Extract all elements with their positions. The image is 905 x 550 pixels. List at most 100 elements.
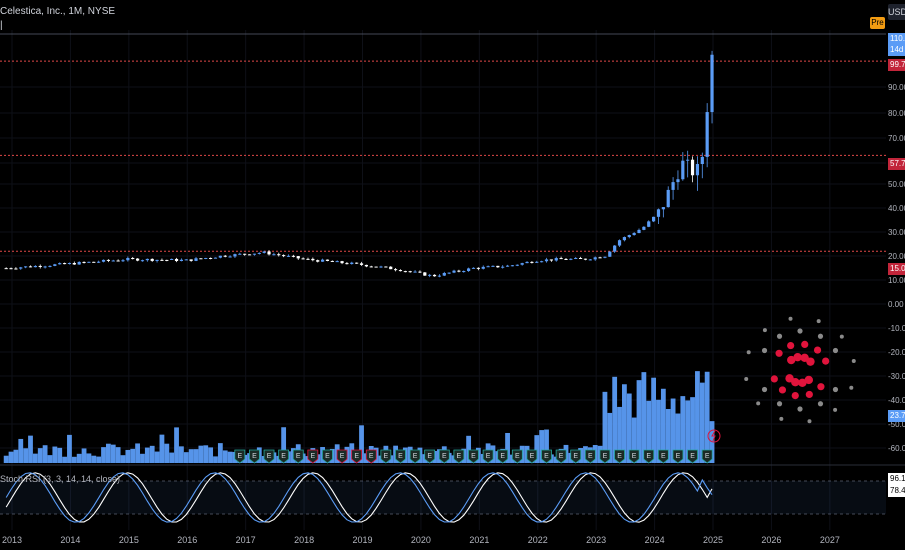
candle-body [174,258,179,262]
earnings-marker-label: E [325,453,330,460]
candle-body [452,270,456,273]
premarket-badge: Pre [870,17,885,29]
candle-body [145,258,149,261]
earnings-marker: E [526,449,538,464]
volume-bar [612,376,618,463]
candle-body [252,253,257,255]
earnings-marker-label: E [252,453,257,460]
candle-body [486,266,490,268]
candle-body [428,274,432,276]
logo-dot [787,341,795,350]
volume-bar [125,449,131,463]
candle-body [24,266,28,268]
candle-body [559,258,563,260]
candle-body [355,262,359,264]
candle-body [510,265,515,267]
volume-bar [193,449,199,463]
earnings-marker-label: E [690,453,695,460]
earnings-marker-label: E [471,453,476,460]
logo-dot [756,401,761,406]
earnings-marker: E [628,449,640,464]
candle-body [325,259,330,261]
volume-bar [626,393,632,463]
candle-body [394,269,398,271]
volume-bar [105,443,111,463]
stoch-rsi-legend: Stoch RSI (3, 3, 14, 14, close) [0,474,121,484]
logo-dot [816,319,821,324]
earnings-marker-label: E [617,453,622,460]
volume-bar [695,371,700,463]
y-tick-label: -10.00 [888,324,905,333]
candle-body [578,257,583,259]
logo-dot [761,347,768,354]
y-tick-label: -60.00 [888,444,905,453]
candle-body [384,266,388,268]
earnings-marker-shape [263,449,275,464]
earnings-marker: E [482,449,494,464]
volume-bar [281,427,287,463]
candle-body [681,160,685,180]
candle-body [48,265,52,267]
earnings-marker: E [599,449,611,464]
price-tag: 96.1 [888,473,905,485]
y-tick-label: -20.00 [888,348,905,357]
candle-body [150,258,154,261]
earnings-marker-label: E [661,453,666,460]
earnings-marker: E [541,449,552,464]
candle-body [262,251,266,253]
logo-dot [806,357,815,366]
volume-bar [699,382,705,463]
candle-body [155,259,159,261]
logo-dot [787,355,796,365]
candle-body [695,164,700,176]
volume-bar [37,448,43,463]
candle-body [549,259,553,261]
earnings-marker-label: E [427,453,432,460]
candle-body [335,261,339,263]
y-tick-label: 10.00 [888,276,905,285]
logo-dot [744,377,749,382]
earnings-marker: E [657,449,669,464]
logo-dot [798,378,807,388]
volume-bar [685,400,691,463]
candle-body [442,272,446,276]
candle-body [505,265,510,267]
candle-body [233,254,237,257]
lightning-icon [711,430,716,442]
earnings-marker-shape [511,449,523,464]
candle-body [189,259,193,261]
candle-body [291,255,295,257]
volume-bar [67,434,72,463]
volume-bar [553,456,559,463]
candle-body [686,159,690,161]
candle-body [223,255,227,257]
candle-body [72,263,76,265]
volume-bar [660,388,666,463]
volume-bar [227,451,233,463]
candle-body [28,266,33,268]
logo-dot [804,375,813,385]
candle-body [77,261,81,265]
volume-bar [198,445,204,463]
earnings-marker-shape [249,449,260,464]
candle-body [53,264,57,266]
logo-dot [776,401,783,407]
y-tick-label: 40.00 [888,204,905,213]
candle-body [9,268,13,270]
y-tick-label: -50.00 [888,420,905,429]
earnings-marker: E [468,449,479,464]
price-tag: 14d [888,44,905,56]
logo-dot [832,347,839,354]
volume-bar [631,417,637,463]
logo-dot [817,333,824,339]
volume-bar [636,380,642,463]
candle-body [272,254,276,256]
logo-dot [770,375,778,383]
logo-dot [791,392,799,400]
currency-button[interactable]: USD [888,4,905,20]
price-tag: 15.05 [888,263,905,275]
candle-body [408,271,412,273]
y-tick-label: 0.00 [888,300,904,309]
dividend-lightning-icon [707,429,721,443]
